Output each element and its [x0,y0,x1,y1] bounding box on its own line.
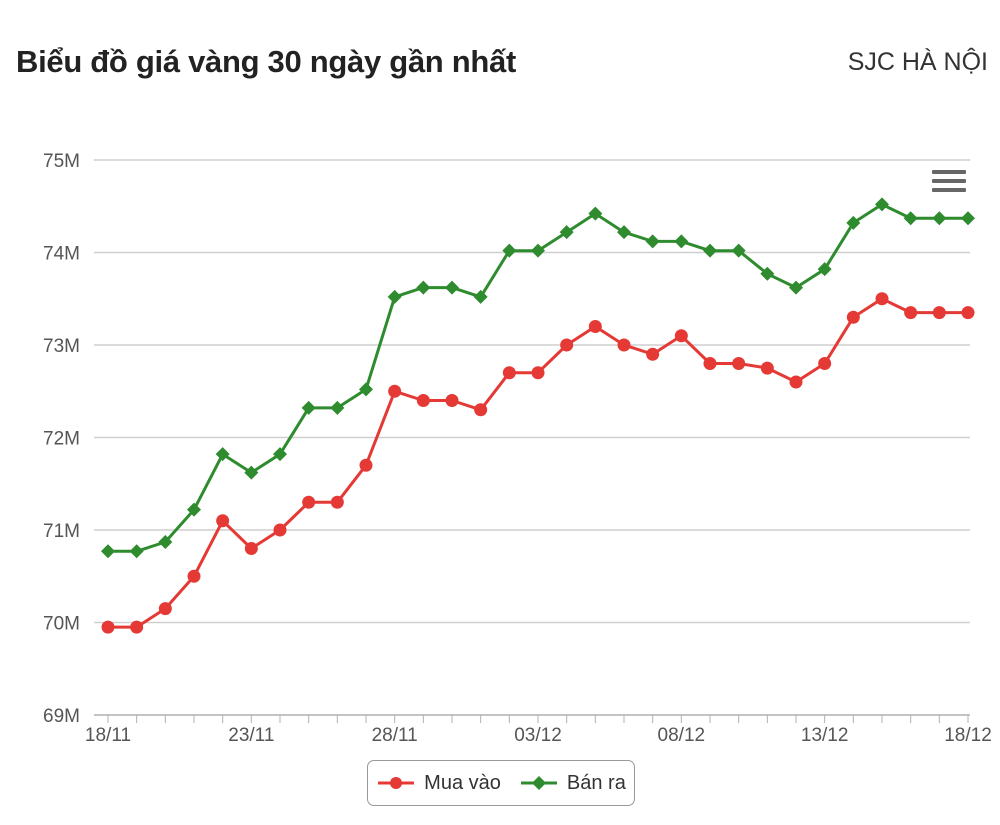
data-point [932,211,947,226]
y-tick-label: 74M [43,244,80,265]
data-point [961,306,975,320]
y-tick-label: 69M [43,706,80,727]
data-point [732,357,746,370]
data-point [416,394,430,407]
x-tick-label: 28/11 [372,725,418,746]
hamburger-menu-icon[interactable] [932,170,966,196]
legend-item-mua-vao[interactable]: Mua vào [376,772,501,795]
data-point [302,495,316,509]
data-point [273,447,287,462]
data-point [502,243,517,258]
data-point [703,357,717,370]
data-point [388,384,402,398]
data-point [301,400,316,415]
data-point [961,211,975,226]
data-point [932,306,946,320]
menu-bar [932,188,966,192]
menu-bar [932,170,966,174]
data-point [818,357,832,370]
data-point [330,495,344,509]
x-tick-label: 03/12 [514,725,562,746]
x-tick-label: 13/12 [801,725,849,746]
data-point [875,292,889,306]
data-point [387,289,402,304]
data-point [731,243,746,258]
grid-lines [94,159,970,624]
data-point [158,535,173,550]
data-point [531,366,545,380]
data-point [187,569,201,583]
data-point [244,465,259,480]
data-point [273,523,287,537]
legend-diamond-marker-icon [520,776,557,790]
data-point [588,320,602,333]
y-tick-label: 70M [43,614,80,635]
data-point [129,544,144,559]
legend-circle-marker-icon [378,777,415,789]
data-point [130,620,144,634]
chart-title: Biểu đồ giá vàng 30 ngày gần nhất [16,44,516,79]
data-point [187,502,201,517]
data-point [502,366,516,380]
x-tick-label: 08/12 [658,725,706,746]
x-tick-label: 18/11 [85,725,131,746]
data-point [560,338,574,352]
data-point [617,225,631,240]
data-point [474,403,488,417]
data-point [445,394,459,407]
data-point [473,289,488,304]
data-point [674,234,689,249]
menu-bar [932,179,966,183]
data-point [330,400,345,415]
data-point [789,280,803,295]
data-point [215,447,230,462]
data-point [617,338,631,352]
data-point [531,243,545,258]
data-point [760,361,774,375]
data-point [760,266,775,281]
legend-item-ban-ra[interactable]: Bán ra [519,772,626,795]
data-point [846,215,861,230]
data-point [904,306,918,320]
data-point [645,234,660,249]
data-point [674,329,688,343]
data-point [789,375,803,389]
x-axis: 18/11 23/11 28/11 03/12 08/12 13/12 18/12 [85,714,992,746]
y-axis-ticks: 69M 70M 71M 72M 73M 74M 75M [43,151,80,727]
series-lines [101,197,975,634]
x-tick-label: 23/11 [228,725,274,746]
y-tick-label: 72M [43,429,80,450]
y-tick-label: 71M [43,521,80,542]
data-point [875,197,889,212]
data-point [216,514,230,528]
data-point [244,542,258,555]
data-point [416,280,431,295]
data-point [846,310,860,324]
chart-subtitle: SJC HÀ NỘI [847,48,988,76]
data-point [817,262,832,277]
data-point [101,620,115,634]
data-point [903,211,918,226]
y-tick-label: 75M [43,151,80,172]
chart-legend: Mua vào Bán ra [367,760,635,806]
data-point [101,544,115,559]
data-point [359,458,373,472]
legend-label: Mua vào [424,771,501,794]
data-point [559,225,574,240]
data-point [588,206,603,221]
legend-label: Bán ra [566,771,626,794]
y-tick-label: 73M [43,336,80,357]
data-point [359,382,373,397]
data-point [703,243,717,258]
x-tick-label: 18/12 [944,725,992,746]
data-point [445,280,459,295]
data-point [158,602,172,616]
data-point [646,347,660,361]
